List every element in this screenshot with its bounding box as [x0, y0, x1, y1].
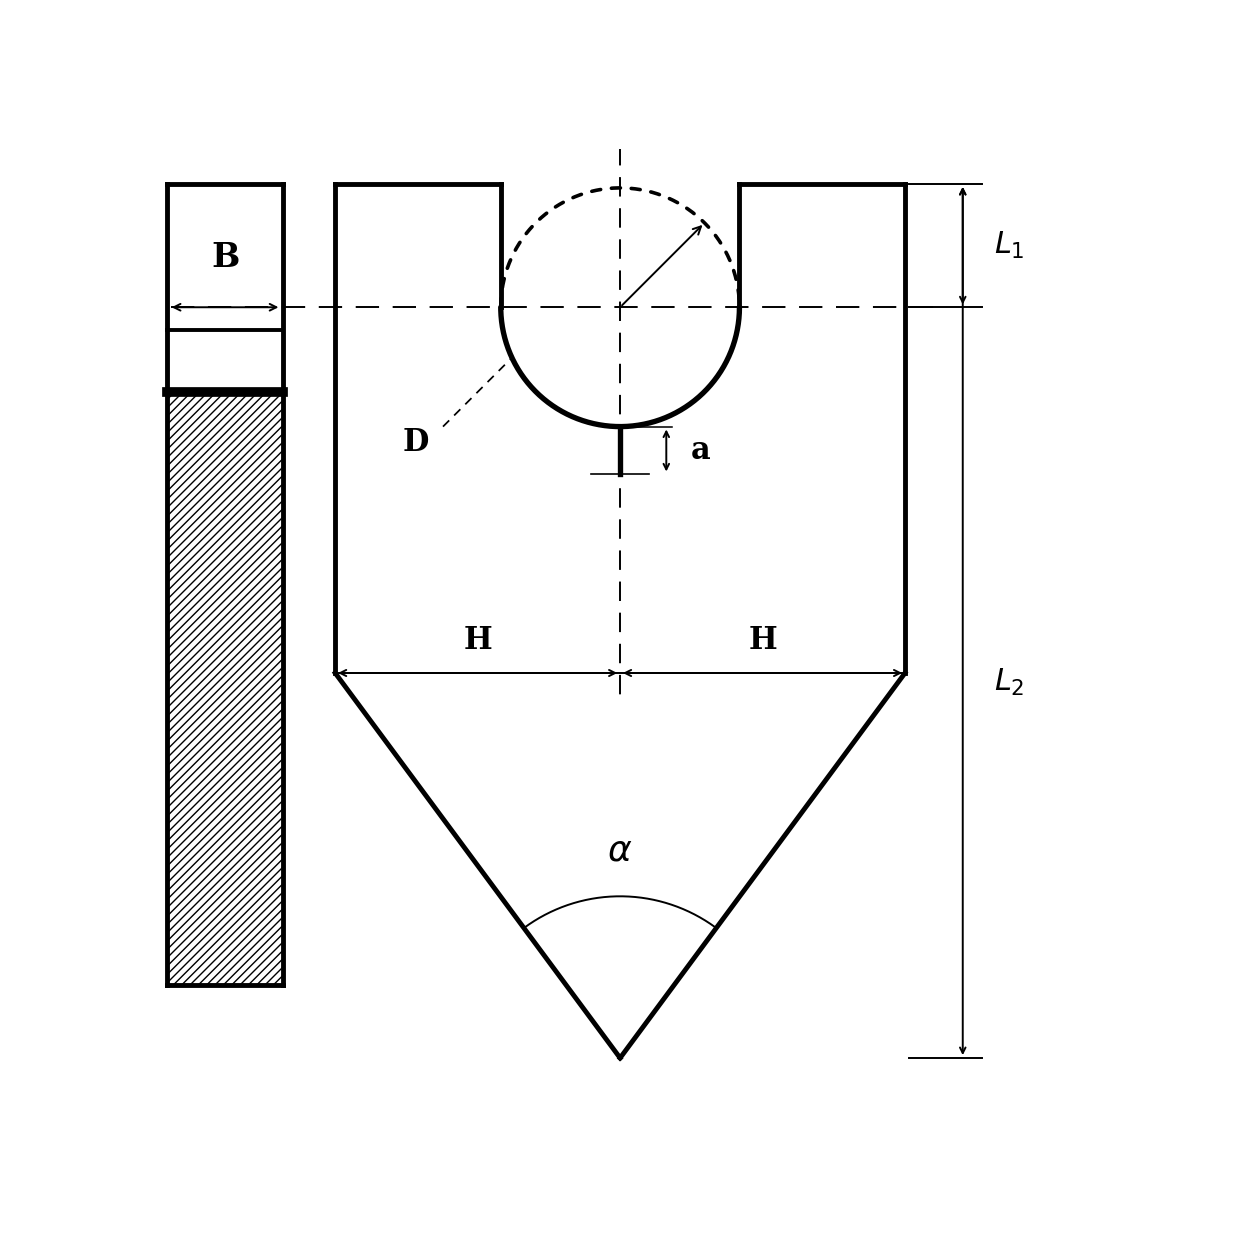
Bar: [167, 184, 283, 330]
Text: H: H: [464, 625, 492, 656]
Text: $\alpha$: $\alpha$: [608, 833, 632, 867]
Text: $L_1$: $L_1$: [993, 230, 1024, 261]
Text: D: D: [403, 427, 429, 457]
Text: $L_2$: $L_2$: [993, 667, 1024, 698]
Bar: [167, 392, 283, 985]
Text: H: H: [748, 625, 777, 656]
Text: a: a: [691, 435, 711, 466]
Text: B: B: [211, 240, 239, 274]
